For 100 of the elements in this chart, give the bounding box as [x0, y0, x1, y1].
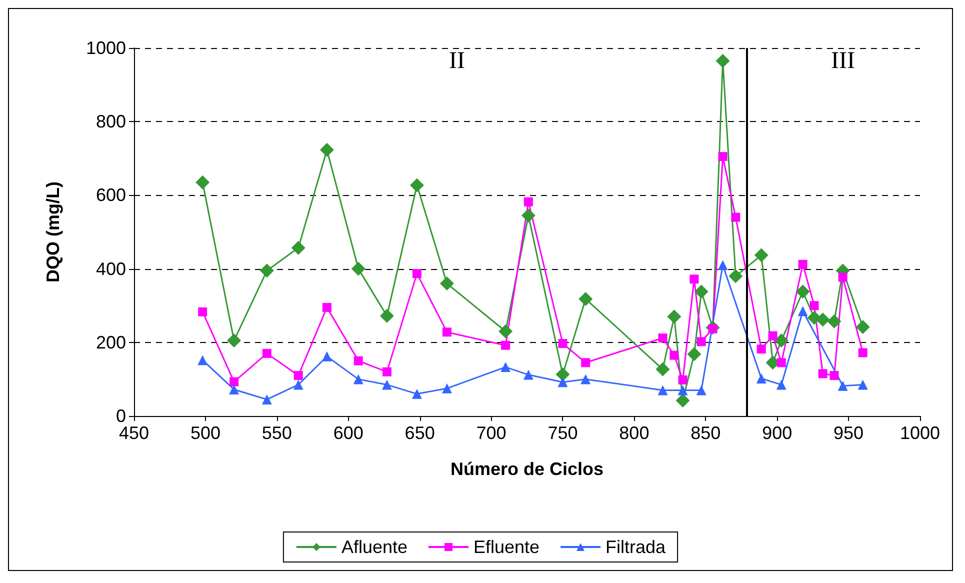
- point: [294, 371, 303, 380]
- point: [227, 334, 242, 348]
- point: [694, 284, 708, 299]
- x-tick-label: 700: [476, 423, 506, 443]
- point: [798, 260, 808, 269]
- point: [776, 358, 786, 368]
- point: [500, 362, 511, 372]
- x-tick-label: 750: [548, 423, 578, 443]
- point: [581, 358, 590, 368]
- point: [756, 344, 766, 354]
- point: [776, 380, 786, 390]
- point: [690, 274, 699, 284]
- y-tick-label: 0: [116, 406, 126, 426]
- y-tick-label: 200: [96, 332, 126, 352]
- y-axis-title: DQO (mg/L): [43, 182, 63, 282]
- point: [442, 328, 452, 337]
- point: [816, 312, 830, 327]
- point: [556, 367, 570, 382]
- x-tick-label: 850: [690, 423, 721, 443]
- x-tick-label: 500: [190, 423, 220, 443]
- point: [754, 248, 768, 262]
- point: [523, 370, 534, 380]
- point: [291, 240, 306, 255]
- point: [524, 197, 533, 206]
- point: [351, 262, 366, 276]
- x-axis-title: Número de Ciclos: [450, 459, 604, 479]
- point: [838, 272, 848, 282]
- point: [796, 284, 810, 299]
- point: [440, 276, 454, 291]
- point: [756, 373, 766, 384]
- point: [442, 383, 452, 394]
- point: [198, 307, 208, 316]
- legend-label: Afluente: [341, 537, 408, 557]
- point: [810, 301, 819, 310]
- point: [354, 356, 363, 366]
- legend-label: Efluente: [473, 537, 540, 557]
- point: [293, 380, 304, 390]
- point: [658, 333, 668, 342]
- point: [830, 371, 839, 380]
- point: [322, 351, 332, 362]
- y-tick-label: 400: [96, 258, 126, 279]
- legend-label: Filtrada: [606, 537, 667, 557]
- point: [198, 355, 208, 366]
- point: [856, 320, 870, 334]
- point: [858, 348, 868, 358]
- point: [229, 384, 240, 395]
- point: [262, 348, 272, 358]
- x-tick-label: 450: [118, 423, 150, 443]
- x-tick-label: 650: [404, 423, 435, 443]
- point: [322, 302, 332, 312]
- point: [667, 310, 682, 324]
- point: [196, 175, 210, 190]
- point: [718, 152, 728, 162]
- point: [412, 388, 422, 399]
- point: [798, 306, 808, 316]
- point: [412, 269, 422, 278]
- point: [696, 337, 706, 346]
- point: [382, 380, 392, 390]
- point: [382, 367, 392, 376]
- x-tick-label: 600: [333, 423, 364, 443]
- point: [858, 380, 868, 390]
- x-tick-label: 550: [262, 423, 292, 443]
- point: [827, 314, 842, 328]
- point: [731, 212, 740, 222]
- point: [687, 347, 702, 362]
- point: [410, 178, 424, 192]
- x-tick-label: 1000: [900, 423, 940, 443]
- point: [728, 269, 743, 284]
- x-tick-label: 950: [834, 423, 864, 443]
- point: [818, 369, 828, 378]
- point: [578, 292, 593, 306]
- annotation: II: [449, 48, 465, 74]
- point: [670, 350, 679, 360]
- y-tick-label: 600: [96, 185, 126, 206]
- x-tick-label: 800: [619, 423, 650, 443]
- point: [768, 331, 778, 340]
- point: [558, 377, 568, 388]
- point: [716, 54, 730, 68]
- point: [718, 260, 728, 270]
- point: [580, 374, 591, 384]
- point: [838, 380, 848, 391]
- point: [353, 374, 364, 384]
- point: [558, 339, 568, 348]
- point: [656, 362, 670, 376]
- point: [501, 340, 510, 350]
- point: [320, 142, 334, 157]
- point: [521, 208, 536, 222]
- y-tick-label: 1000: [86, 38, 126, 58]
- point: [262, 394, 272, 404]
- point: [676, 394, 690, 408]
- point: [380, 308, 394, 323]
- annotation: III: [831, 48, 855, 74]
- point: [774, 334, 788, 348]
- point: [678, 385, 688, 396]
- point: [230, 377, 239, 386]
- point: [678, 375, 688, 384]
- point: [658, 385, 668, 396]
- point: [260, 264, 274, 278]
- point: [696, 385, 706, 396]
- x-tick-label: 900: [762, 423, 792, 443]
